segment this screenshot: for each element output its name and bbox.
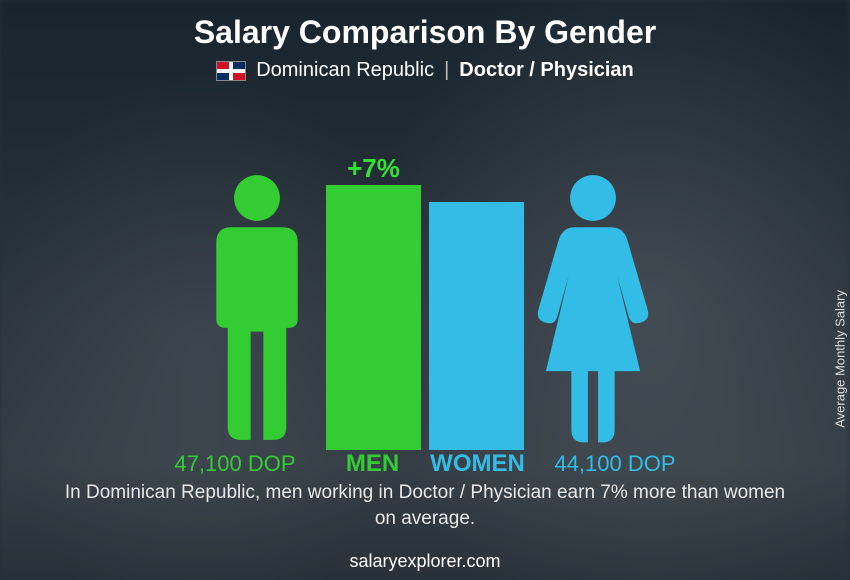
subtitle-separator: | [444,59,449,82]
summary-text: In Dominican Republic, men working in Do… [60,480,790,531]
woman-icon [528,170,658,450]
page-title: Salary Comparison By Gender [0,0,850,51]
flag-icon [216,61,246,81]
footer-source: salaryexplorer.com [0,551,850,572]
men-bar: +7% [326,185,421,450]
men-salary: 47,100 DOP [150,451,320,477]
subtitle-country: Dominican Republic [256,59,434,82]
subtitle: Dominican Republic | Doctor / Physician [0,59,850,82]
women-label: WOMEN [425,450,530,478]
women-bar [429,202,524,450]
men-label: MEN [320,450,425,478]
subtitle-profession: Doctor / Physician [459,59,634,82]
women-salary: 44,100 DOP [530,451,700,477]
percent-difference-label: +7% [326,153,421,184]
labels-row: 47,100 DOP MEN WOMEN 44,100 DOP [0,450,850,478]
man-icon [192,170,322,450]
chart-area: +7% [0,110,850,450]
infographic-content: Salary Comparison By Gender Dominican Re… [0,0,850,580]
y-axis-label: Average Monthly Salary [833,290,848,428]
